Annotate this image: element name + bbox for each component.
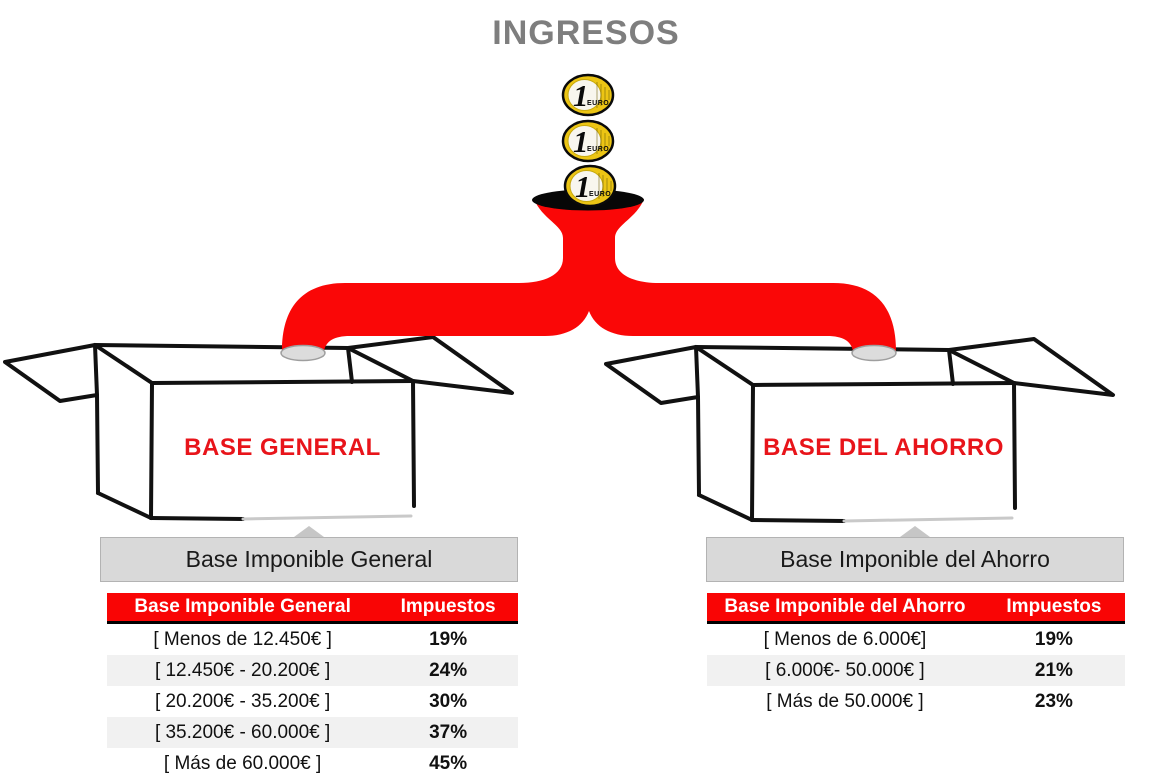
general-tax-table: Base Imponible General Impuestos [ Menos… bbox=[107, 593, 518, 779]
table-header-row: Base Imponible del Ahorro Impuestos bbox=[707, 593, 1125, 624]
table-row: [ 6.000€- 50.000€ ] 21% bbox=[707, 655, 1125, 686]
table-row: [ Menos de 6.000€] 19% bbox=[707, 624, 1125, 655]
table-row: [ Menos de 12.450€ ] 19% bbox=[107, 624, 518, 655]
euro-coin-icon bbox=[561, 73, 615, 117]
rate-cell: 37% bbox=[429, 722, 468, 743]
rate-cell: 30% bbox=[429, 691, 468, 712]
range-cell: [ 12.450€ - 20.200€ ] bbox=[154, 660, 331, 681]
cardboard-box-icon bbox=[3, 335, 514, 521]
pointer-up-icon bbox=[294, 526, 324, 537]
cardboard-box-icon bbox=[604, 337, 1115, 523]
header-base-cell: Base Imponible del Ahorro bbox=[724, 596, 966, 617]
range-cell: [ Más de 60.000€ ] bbox=[163, 753, 322, 774]
pipe-split-shape bbox=[282, 199, 896, 351]
header-base-cell: Base Imponible General bbox=[134, 596, 351, 617]
table-row: [ Más de 50.000€ ] 23% bbox=[707, 686, 1125, 717]
page-title: INGRESOS bbox=[492, 14, 680, 52]
table-row: [ 20.200€ - 35.200€ ] 30% bbox=[107, 686, 518, 717]
base-imponible-general-bar: Base Imponible General bbox=[100, 537, 518, 582]
ahorro-tax-table: Base Imponible del Ahorro Impuestos [ Me… bbox=[707, 593, 1125, 717]
rate-cell: 19% bbox=[1034, 629, 1073, 650]
range-cell: [ Menos de 12.450€ ] bbox=[153, 629, 332, 650]
pointer-up-icon bbox=[900, 526, 930, 537]
range-cell: [ 6.000€- 50.000€ ] bbox=[765, 660, 925, 681]
rate-cell: 24% bbox=[429, 660, 468, 681]
euro-coin-icon bbox=[563, 164, 617, 208]
pipe-opening-right bbox=[851, 344, 897, 362]
pipe-opening-left bbox=[280, 344, 326, 362]
range-cell: [ 35.200€ - 60.000€ ] bbox=[154, 722, 331, 743]
base-imponible-ahorro-bar: Base Imponible del Ahorro bbox=[706, 537, 1124, 582]
rate-cell: 19% bbox=[429, 629, 468, 650]
rate-cell: 45% bbox=[429, 753, 468, 774]
header-impuestos-cell: Impuestos bbox=[400, 596, 496, 617]
range-cell: [ 20.200€ - 35.200€ ] bbox=[154, 691, 331, 712]
table-header-row: Base Imponible General Impuestos bbox=[107, 593, 518, 624]
header-impuestos-cell: Impuestos bbox=[1006, 596, 1102, 617]
range-cell: [ Menos de 6.000€] bbox=[763, 629, 927, 650]
range-cell: [ Más de 50.000€ ] bbox=[766, 691, 924, 712]
table-row: [ 35.200€ - 60.000€ ] 37% bbox=[107, 717, 518, 748]
table-row: [ Más de 60.000€ ] 45% bbox=[107, 748, 518, 779]
rate-cell: 21% bbox=[1034, 660, 1073, 681]
table-row: [ 12.450€ - 20.200€ ] 24% bbox=[107, 655, 518, 686]
euro-coin-icon bbox=[561, 119, 615, 163]
rate-cell: 23% bbox=[1034, 691, 1073, 712]
base-general-label: BASE GENERAL bbox=[184, 434, 381, 461]
base-ahorro-label: BASE DEL AHORRO bbox=[763, 434, 1004, 461]
